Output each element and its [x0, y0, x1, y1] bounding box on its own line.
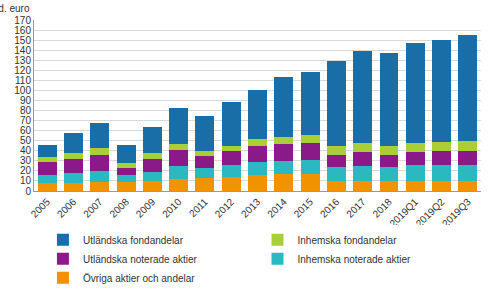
svg-text:2013: 2013: [239, 196, 263, 220]
svg-text:2016: 2016: [318, 196, 342, 220]
svg-text:2011: 2011: [187, 196, 210, 219]
svg-text:Utländska fondandelar: Utländska fondandelar: [83, 235, 184, 246]
svg-text:2018: 2018: [370, 196, 394, 220]
svg-text:50: 50: [20, 135, 32, 146]
svg-text:0: 0: [25, 186, 31, 197]
svg-text:2005: 2005: [29, 196, 53, 220]
svg-text:80: 80: [20, 105, 32, 116]
svg-text:130: 130: [14, 55, 31, 66]
svg-text:120: 120: [14, 65, 31, 76]
svg-text:90: 90: [20, 95, 32, 106]
svg-text:Inhemska fondandelar: Inhemska fondandelar: [298, 235, 398, 246]
svg-text:2007: 2007: [81, 196, 105, 220]
svg-text:2019Q2: 2019Q2: [414, 196, 447, 229]
svg-text:Övriga aktier och andelar: Övriga aktier och andelar: [83, 273, 195, 284]
svg-text:2019Q3: 2019Q3: [440, 196, 473, 229]
svg-text:10: 10: [20, 175, 32, 186]
svg-text:Utländska noterade aktier: Utländska noterade aktier: [83, 254, 198, 265]
svg-text:70: 70: [20, 115, 32, 126]
svg-text:2009: 2009: [134, 196, 158, 220]
svg-text:2008: 2008: [107, 196, 131, 220]
svg-text:2014: 2014: [265, 196, 289, 220]
svg-text:2017: 2017: [344, 196, 368, 220]
svg-text:170: 170: [14, 15, 31, 26]
svg-text:110: 110: [15, 75, 31, 86]
svg-text:2006: 2006: [55, 196, 79, 220]
svg-text:2015: 2015: [292, 196, 316, 220]
svg-text:md. euro: md. euro: [0, 3, 30, 14]
svg-text:2019Q1: 2019Q1: [387, 196, 420, 229]
svg-text:20: 20: [20, 165, 32, 176]
svg-text:150: 150: [14, 35, 31, 46]
svg-text:30: 30: [20, 155, 32, 166]
svg-text:140: 140: [14, 45, 31, 56]
svg-text:60: 60: [20, 125, 32, 136]
svg-text:2012: 2012: [213, 196, 237, 220]
svg-text:100: 100: [14, 85, 31, 96]
svg-text:40: 40: [20, 145, 32, 156]
svg-text:2010: 2010: [160, 196, 184, 220]
svg-text:160: 160: [14, 25, 31, 36]
svg-text:Inhemska noterade aktier: Inhemska noterade aktier: [298, 254, 412, 265]
